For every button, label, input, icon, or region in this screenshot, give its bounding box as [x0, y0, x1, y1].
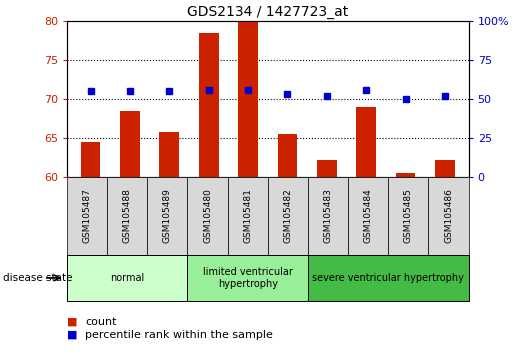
- Text: normal: normal: [110, 273, 144, 283]
- Text: GSM105482: GSM105482: [283, 189, 293, 243]
- Text: GSM105489: GSM105489: [163, 188, 172, 244]
- Bar: [356, 107, 376, 177]
- Bar: [317, 160, 337, 177]
- Text: GSM105483: GSM105483: [323, 188, 333, 244]
- Bar: [396, 173, 416, 177]
- Text: percentile rank within the sample: percentile rank within the sample: [85, 330, 273, 339]
- Bar: [160, 132, 179, 177]
- Bar: [278, 134, 297, 177]
- Text: GSM105480: GSM105480: [203, 188, 212, 244]
- Text: count: count: [85, 317, 116, 327]
- Bar: [81, 142, 100, 177]
- Text: ■: ■: [67, 317, 77, 327]
- Bar: [238, 21, 258, 177]
- Bar: [199, 33, 218, 177]
- Text: GSM105481: GSM105481: [243, 188, 252, 244]
- Text: ■: ■: [67, 330, 77, 339]
- Text: disease state: disease state: [3, 273, 72, 283]
- Text: severe ventricular hypertrophy: severe ventricular hypertrophy: [313, 273, 464, 283]
- Bar: [120, 111, 140, 177]
- Bar: [435, 160, 455, 177]
- Text: GSM105485: GSM105485: [404, 188, 413, 244]
- Text: GSM105487: GSM105487: [82, 188, 92, 244]
- Title: GDS2134 / 1427723_at: GDS2134 / 1427723_at: [187, 5, 349, 19]
- Text: GSM105488: GSM105488: [123, 188, 132, 244]
- Text: GSM105484: GSM105484: [364, 189, 373, 243]
- Text: GSM105486: GSM105486: [444, 188, 453, 244]
- Text: limited ventricular
hypertrophy: limited ventricular hypertrophy: [203, 267, 293, 289]
